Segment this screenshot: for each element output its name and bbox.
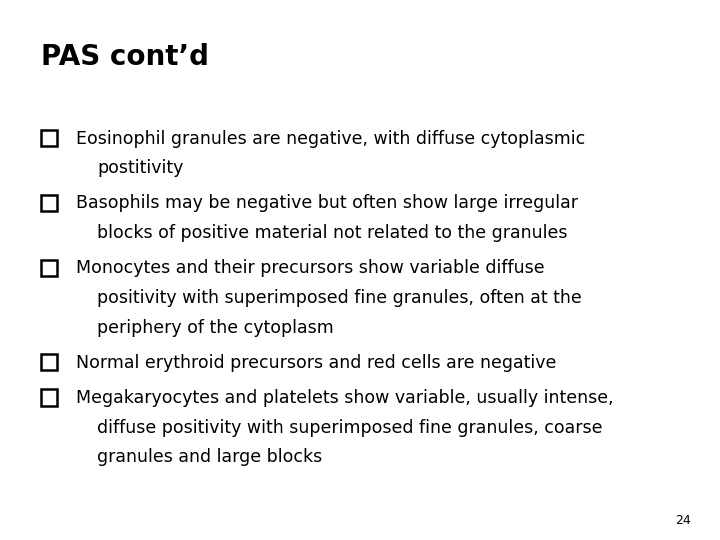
Text: 24: 24	[675, 514, 691, 526]
Text: Eosinophil granules are negative, with diffuse cytoplasmic: Eosinophil granules are negative, with d…	[76, 130, 585, 147]
Text: positivity with superimposed fine granules, often at the: positivity with superimposed fine granul…	[97, 289, 582, 307]
Text: Basophils may be negative but often show large irregular: Basophils may be negative but often show…	[76, 194, 577, 212]
Bar	[41, 260, 57, 276]
Text: Megakaryocytes and platelets show variable, usually intense,: Megakaryocytes and platelets show variab…	[76, 389, 613, 407]
Bar	[41, 389, 57, 406]
Text: granules and large blocks: granules and large blocks	[97, 448, 323, 466]
Bar	[41, 354, 57, 370]
Bar	[41, 130, 57, 146]
Bar	[41, 195, 57, 211]
Text: Normal erythroid precursors and red cells are negative: Normal erythroid precursors and red cell…	[76, 354, 556, 372]
Text: Monocytes and their precursors show variable diffuse: Monocytes and their precursors show vari…	[76, 259, 544, 277]
Text: PAS cont’d: PAS cont’d	[41, 43, 209, 71]
Text: diffuse positivity with superimposed fine granules, coarse: diffuse positivity with superimposed fin…	[97, 418, 603, 436]
Text: periphery of the cytoplasm: periphery of the cytoplasm	[97, 319, 334, 336]
Text: blocks of positive material not related to the granules: blocks of positive material not related …	[97, 224, 567, 242]
Text: postitivity: postitivity	[97, 159, 184, 177]
